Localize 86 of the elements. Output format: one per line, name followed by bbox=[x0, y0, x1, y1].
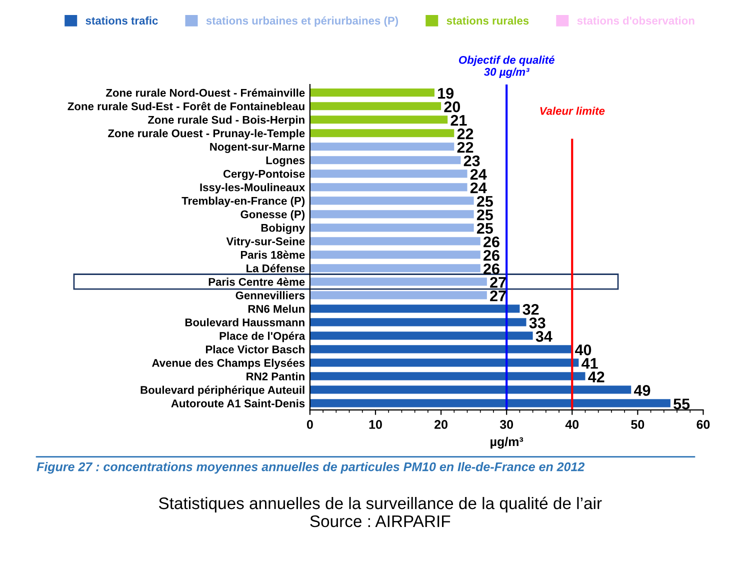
bar bbox=[310, 156, 461, 164]
y-tick-label: Boulevard Haussmann bbox=[185, 318, 304, 326]
bar bbox=[310, 332, 533, 340]
data-label: 25 bbox=[476, 209, 493, 220]
data-label: 25 bbox=[476, 196, 493, 207]
bar bbox=[310, 88, 434, 97]
y-tick-label: Issy-les-Moulineaux bbox=[200, 183, 306, 194]
data-label: 55 bbox=[674, 398, 690, 410]
bar bbox=[310, 210, 474, 218]
y-tick-label: Zone rurale Nord-Ouest - Frémainville bbox=[106, 88, 305, 97]
y-tick-label: Zone rurale Sud-Est - Forêt de Fontainebleau bbox=[68, 102, 304, 110]
y-tick-label: Zone rurale Ouest - Prunay-le-Temple bbox=[108, 129, 305, 140]
bar bbox=[310, 399, 670, 408]
data-label: 19 bbox=[438, 88, 454, 99]
bar bbox=[310, 345, 572, 354]
data-label: 20 bbox=[444, 101, 460, 112]
y-tick-label: Gonesse (P) bbox=[240, 210, 305, 220]
y-tick-label: Autoroute A1 Saint-Denis bbox=[171, 399, 305, 408]
y-tick-label: Bobigny bbox=[261, 224, 306, 234]
data-label: 25 bbox=[476, 222, 493, 234]
bar bbox=[310, 358, 579, 367]
y-tick-label: La Défense bbox=[246, 264, 305, 272]
data-label: 32 bbox=[522, 304, 539, 315]
y-tick-label: Nogent-sur-Marne bbox=[210, 142, 305, 153]
x-tick-label: 20 bbox=[434, 420, 448, 429]
x-tick-label: 10 bbox=[369, 420, 382, 429]
bar bbox=[310, 278, 487, 286]
y-tick-label: Tremblay-en-France (P) bbox=[182, 196, 305, 207]
bar bbox=[310, 386, 632, 394]
data-label: 33 bbox=[529, 318, 546, 328]
y-tick-label: Avenue des Champs Elysées bbox=[152, 358, 305, 370]
data-label: 22 bbox=[457, 128, 474, 140]
y-tick-label: Lognes bbox=[266, 156, 305, 166]
x-tick-label: 60 bbox=[696, 420, 710, 429]
data-label: 24 bbox=[470, 168, 487, 180]
bar bbox=[310, 291, 487, 300]
legend-label: stations rurales bbox=[446, 16, 529, 25]
bar bbox=[310, 142, 454, 151]
data-label: 24 bbox=[470, 182, 487, 194]
bar bbox=[310, 183, 468, 192]
legend-label: stations urbaines et périurbaines (P) bbox=[206, 16, 398, 27]
caption: Figure 27 : concentrations moyennes annuelles de particules PM10 en Ile-de-France en 2012 bbox=[36, 462, 585, 474]
data-label: 26 bbox=[484, 236, 500, 248]
bar bbox=[310, 264, 480, 272]
data-label: 22 bbox=[457, 142, 474, 153]
y-tick-label: Vitry-sur-Seine bbox=[226, 237, 305, 248]
ref-line-label: Valeur limite bbox=[540, 106, 605, 115]
bar bbox=[310, 372, 586, 380]
y-tick-label: Place de l'Opéra bbox=[220, 332, 306, 342]
data-label: 26 bbox=[484, 250, 500, 261]
y-tick-label: Paris Centre 4ème bbox=[208, 278, 305, 286]
y-tick-label: RN6 Melun bbox=[248, 304, 304, 313]
x-tick-label: 40 bbox=[565, 420, 579, 429]
bar bbox=[310, 237, 480, 246]
bar bbox=[310, 304, 520, 313]
bar bbox=[310, 250, 480, 259]
data-label: 40 bbox=[574, 344, 592, 356]
legend-label: stations trafic bbox=[86, 16, 158, 25]
data-label: 26 bbox=[484, 263, 500, 274]
data-label: 34 bbox=[536, 331, 552, 342]
bar bbox=[310, 116, 448, 124]
y-tick-label: Boulevard périphérique Auteuil bbox=[140, 386, 304, 396]
legend-label: stations d'observation bbox=[577, 16, 694, 25]
data-label: 42 bbox=[588, 372, 604, 382]
y-tick-label: Gennevilliers bbox=[236, 291, 305, 300]
bar bbox=[310, 170, 468, 178]
data-label: 21 bbox=[450, 114, 467, 126]
y-tick-label: Paris 18ème bbox=[240, 250, 305, 259]
bar bbox=[310, 129, 454, 138]
ref-line-label: Objectif de qualité 30 µg/m³ bbox=[458, 56, 554, 78]
data-label: 49 bbox=[634, 385, 650, 396]
x-tick-label: 50 bbox=[631, 420, 644, 429]
x-tick-label: 0 bbox=[306, 420, 313, 429]
bar bbox=[310, 196, 474, 205]
data-label: 41 bbox=[582, 358, 598, 369]
y-tick-label: RN2 Pantin bbox=[246, 372, 304, 380]
data-label: 23 bbox=[464, 155, 480, 166]
text: Statistiques annuelles de la surveillance de la qualité de l’air Source : AIRPARIF bbox=[158, 496, 602, 528]
y-tick-label: Zone rurale Sud - Bois-Herpin bbox=[148, 116, 304, 126]
bar bbox=[310, 224, 474, 232]
x-axis-title: µg/m³ bbox=[490, 436, 524, 449]
y-tick-label: Cergy-Pontoise bbox=[223, 170, 305, 180]
bar bbox=[310, 102, 442, 110]
y-tick-label: Place Victor Basch bbox=[206, 345, 304, 354]
bar bbox=[310, 318, 526, 326]
x-tick-label: 30 bbox=[500, 420, 514, 429]
